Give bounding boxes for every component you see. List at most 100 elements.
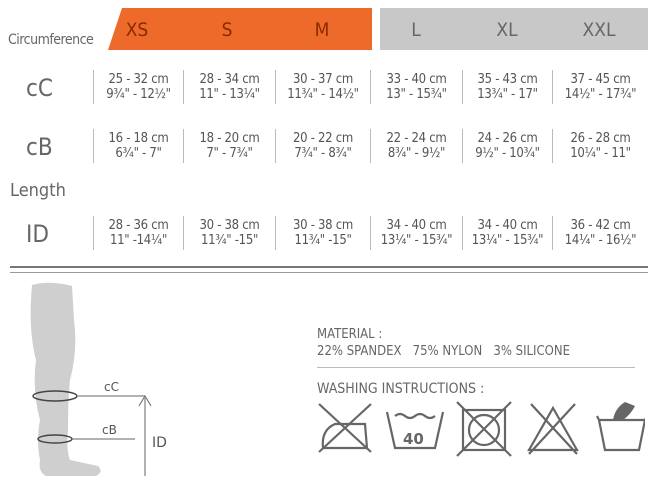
cm-range: 37 - 45 cm [570, 72, 631, 87]
row-label-cc: cC [26, 74, 53, 102]
cm-range: 34 - 40 cm [477, 218, 538, 233]
cm-range: 18 - 20 cm [199, 131, 260, 146]
inch-range: 14¼" - 16½" [564, 233, 637, 248]
cm-range: 30 - 37 cm [293, 72, 353, 87]
material-title: MATERIAL : [317, 327, 383, 342]
cm-range: 28 - 36 cm [108, 218, 169, 233]
wash-40-icon [385, 411, 445, 450]
size-cell: 33 - 40 cm 13" - 15¾" [372, 72, 461, 102]
size-cell: 18 - 20 cm 7" - 7¾" [185, 131, 274, 161]
care-icons: 40 [318, 401, 645, 457]
cm-range: 35 - 43 cm [477, 72, 538, 87]
size-xs: XS [125, 19, 149, 41]
cm-range: 33 - 40 cm [386, 72, 447, 87]
inch-range: 11¾" -15" [200, 233, 259, 248]
inch-range: 8¾" - 9½" [387, 146, 446, 161]
inch-range: 6¾" - 7" [115, 146, 162, 161]
column-divider [183, 129, 184, 163]
column-divider [370, 216, 371, 250]
arrow-head-icon [138, 395, 152, 407]
inch-range: 14½" - 17¾" [564, 87, 637, 102]
column-divider [462, 216, 463, 250]
column-divider [93, 70, 94, 104]
inch-range: 10¼" - 11" [570, 146, 631, 161]
size-xl: XL [496, 19, 518, 41]
do-not-iron-icon [318, 403, 372, 453]
cm-range: 30 - 38 cm [199, 218, 260, 233]
inch-range: 13¼" - 15¾" [471, 233, 544, 248]
row-label-cb: cB [26, 133, 53, 161]
column-divider [370, 129, 371, 163]
size-cell: 30 - 37 cm 11¾" - 14½" [277, 72, 369, 102]
divider [317, 367, 635, 368]
size-cell: 28 - 36 cm 11" -14¼" [95, 218, 182, 248]
column-divider [370, 70, 371, 104]
size-cell: 28 - 34 cm 11" - 13¼" [185, 72, 274, 102]
wash-temp: 40 [403, 430, 424, 448]
inch-range: 11" - 13¼" [199, 87, 260, 102]
column-divider [462, 70, 463, 104]
diagram-id: ID [152, 435, 167, 451]
size-cell: 34 - 40 cm 13¼" - 15¾" [372, 218, 461, 248]
size-xxl: XXL [582, 19, 616, 41]
cc-band [32, 390, 78, 402]
inch-range: 7¾" - 8¾" [294, 146, 352, 161]
size-s: S [221, 19, 233, 41]
size-cell: 24 - 26 cm 9½" - 10¾" [464, 131, 551, 161]
material-composition: 22% SPANDEX 75% NYLON 3% SILICONE [317, 344, 570, 359]
size-cell: 36 - 42 cm 14¼" - 16½" [554, 218, 647, 248]
hand-wash-icon [596, 402, 645, 452]
column-divider [183, 70, 184, 104]
size-cell: 37 - 45 cm 14½" - 17¾" [554, 72, 647, 102]
highlighted-sizes-band [108, 8, 372, 50]
inch-range: 13" - 15¾" [386, 87, 447, 102]
column-divider [93, 216, 94, 250]
cm-range: 26 - 28 cm [570, 131, 631, 146]
size-cell: 35 - 43 cm 13¾" - 17" [464, 72, 551, 102]
inch-range: 9½" - 10¾" [475, 146, 540, 161]
size-l: L [411, 19, 421, 41]
length-label: Length [10, 180, 66, 201]
size-cell: 30 - 38 cm 11¾" -15" [277, 218, 369, 248]
divider [10, 266, 648, 273]
inch-range: 9¾" - 12½" [106, 87, 171, 102]
column-divider [183, 216, 184, 250]
cm-range: 28 - 34 cm [199, 72, 260, 87]
row-label-id: ID [26, 220, 49, 248]
cm-range: 16 - 18 cm [108, 131, 169, 146]
inch-range: 13¾" - 17" [477, 87, 538, 102]
column-divider [275, 70, 276, 104]
cm-range: 34 - 40 cm [386, 218, 447, 233]
cm-range: 20 - 22 cm [293, 131, 353, 146]
circumference-label: Circumference [8, 32, 94, 48]
cm-range: 22 - 24 cm [386, 131, 447, 146]
cm-range: 24 - 26 cm [477, 131, 538, 146]
diagram-cb: cB [102, 423, 117, 437]
washing-title: WASHING INSTRUCTIONS : [317, 381, 485, 397]
do-not-tumble-dry-icon [456, 401, 512, 457]
inch-range: 7" - 7¾" [206, 146, 253, 161]
size-cell: 26 - 28 cm 10¼" - 11" [554, 131, 647, 161]
other-sizes-band [380, 8, 648, 50]
size-cell: 25 - 32 cm 9¾" - 12½" [95, 72, 182, 102]
column-divider [462, 129, 463, 163]
size-cell: 30 - 38 cm 11¾" -15" [185, 218, 274, 248]
size-cell: 34 - 40 cm 13¼" - 15¾" [464, 218, 551, 248]
leg-diagram: cC cB ID [30, 282, 167, 476]
column-divider [552, 129, 553, 163]
do-not-bleach-icon [527, 403, 579, 455]
column-divider [552, 216, 553, 250]
cm-range: 36 - 42 cm [570, 218, 631, 233]
diagram-cc: cC [104, 380, 119, 394]
size-m: M [314, 19, 330, 41]
leg-silhouette [30, 282, 101, 476]
inch-range: 13¼" - 15¾" [380, 233, 453, 248]
cm-range: 25 - 32 cm [108, 72, 169, 87]
column-divider [275, 216, 276, 250]
inch-range: 11¾" - 14½" [287, 87, 359, 102]
column-divider [275, 129, 276, 163]
column-divider [552, 70, 553, 104]
inch-range: 11" -14¼" [109, 233, 168, 248]
column-divider [93, 129, 94, 163]
